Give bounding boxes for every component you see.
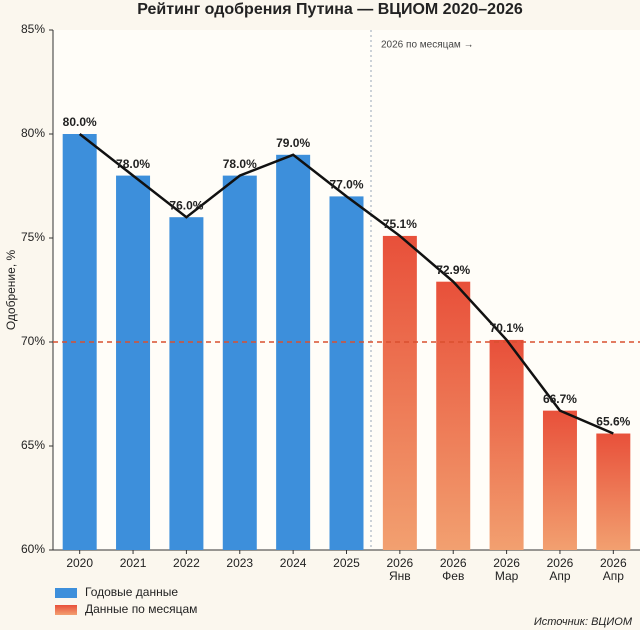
value-label: 80.0% (63, 115, 97, 129)
x-tick-label: 2026 (493, 556, 520, 570)
legend-label: Годовые данные (85, 585, 178, 599)
y-tick-label: 75% (21, 230, 45, 244)
bar (489, 339, 524, 550)
bar (596, 433, 631, 550)
value-label: 65.6% (596, 415, 630, 429)
x-tick-label: 2026 (440, 556, 467, 570)
x-tick-label: 2026 (600, 556, 627, 570)
bar (222, 175, 257, 550)
value-label: 78.0% (223, 157, 257, 171)
x-tick-label: 2021 (120, 556, 147, 570)
value-label: 77.0% (329, 178, 363, 192)
x-tick-label: Янв (389, 569, 411, 583)
trend-line (78, 133, 614, 435)
source: Источник: ВЦИОМ (534, 616, 633, 628)
value-label: 66.7% (543, 392, 577, 406)
bar (169, 217, 204, 550)
x-tick-label: Фев (442, 569, 464, 583)
y-tick-label: 80% (21, 126, 45, 140)
y-axis-label: Одобрение, % (4, 250, 18, 331)
y-tick-label: 65% (21, 438, 45, 452)
x-tick-label: Апр (549, 569, 571, 583)
x-tick-label: 2026 (387, 556, 414, 570)
legend-label: Данные по месяцам (85, 602, 197, 616)
x-tick-label: 2023 (226, 556, 253, 570)
bar (542, 410, 577, 550)
y-tick-label: 70% (21, 334, 45, 348)
bar (116, 175, 151, 550)
x-tick-label: 2020 (66, 556, 93, 570)
bar (329, 196, 364, 550)
x-tick-label: 2026 (547, 556, 574, 570)
x-tick-label: Апр (603, 569, 625, 583)
bar (436, 281, 471, 550)
annotation: 2026 по месяцам → (381, 40, 474, 51)
value-label: 76.0% (169, 198, 203, 212)
bar (382, 235, 417, 551)
chart-title: Рейтинг одобрения Путина — ВЦИОМ 2020–20… (137, 1, 523, 18)
bar (276, 154, 311, 551)
legend-swatch (55, 588, 77, 598)
value-label: 72.9% (436, 263, 470, 277)
legend-swatch (55, 605, 77, 615)
y-tick-label: 60% (21, 542, 45, 556)
x-tick-label: Мар (495, 569, 519, 583)
x-tick-label: 2025 (333, 556, 360, 570)
x-tick-label: 2022 (173, 556, 200, 570)
value-label: 79.0% (276, 136, 310, 150)
x-tick-label: 2024 (280, 556, 307, 570)
value-label: 70.1% (490, 321, 524, 335)
y-tick-label: 85% (21, 22, 45, 36)
value-label: 78.0% (116, 157, 150, 171)
value-label: 75.1% (383, 217, 417, 231)
